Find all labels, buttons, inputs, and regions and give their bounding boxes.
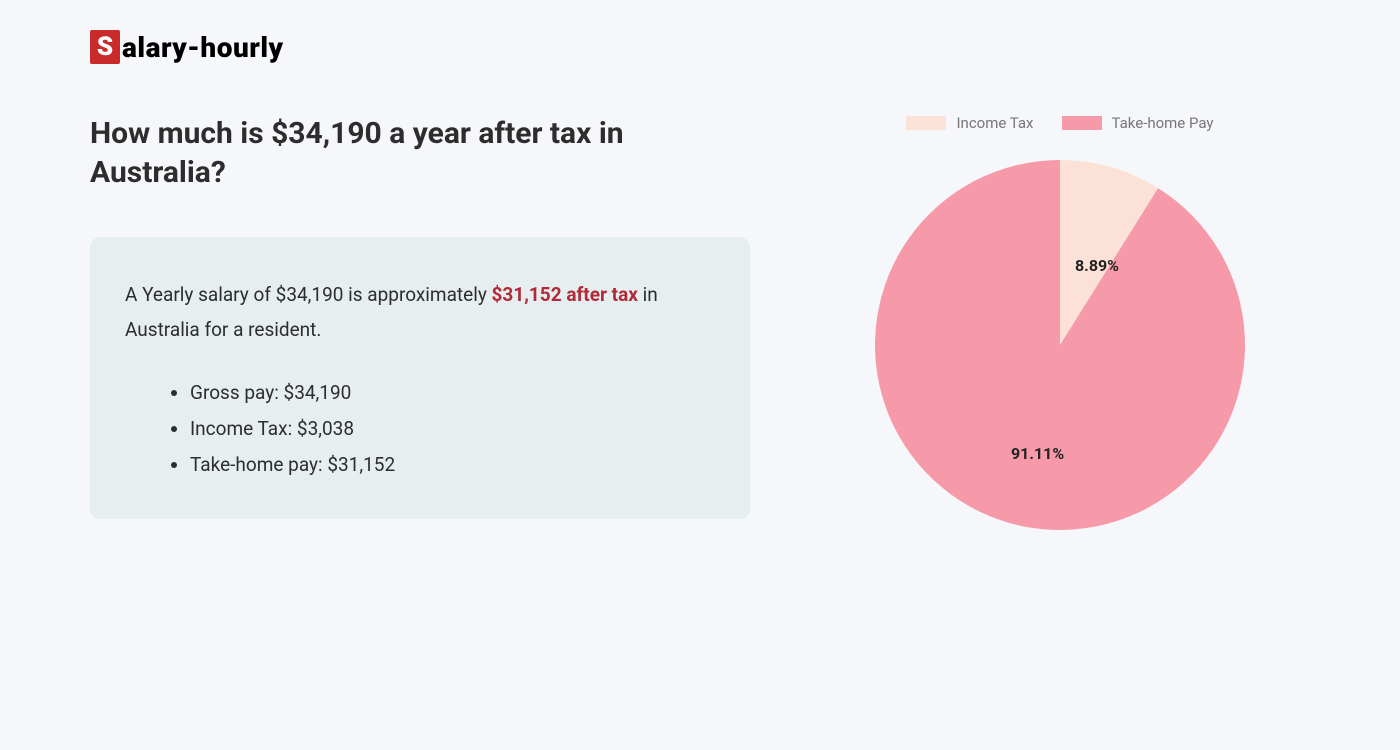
pie-slice-label: 91.11% xyxy=(1011,444,1064,463)
chart-legend: Income Tax Take-home Pay xyxy=(850,114,1270,132)
pie-chart: 8.89% 91.11% xyxy=(875,150,1245,540)
legend-item: Take-home Pay xyxy=(1062,114,1214,132)
summary-highlight: $31,152 after tax xyxy=(492,283,638,306)
list-item: Gross pay: $34,190 xyxy=(190,375,715,411)
logo-s-icon: S xyxy=(90,30,120,64)
legend-label: Take-home Pay xyxy=(1112,114,1214,132)
page-title: How much is $34,190 a year after tax in … xyxy=(90,114,750,192)
brand-logo: S alary-hourly xyxy=(90,30,1310,64)
summary-list: Gross pay: $34,190 Income Tax: $3,038 Ta… xyxy=(125,375,715,483)
list-item: Income Tax: $3,038 xyxy=(190,411,715,447)
right-column: Income Tax Take-home Pay 8.89% 91.11% xyxy=(850,114,1270,540)
left-column: How much is $34,190 a year after tax in … xyxy=(90,114,750,540)
pie-slice-label: 8.89% xyxy=(1075,256,1119,275)
summary-prefix: A Yearly salary of $34,190 is approximat… xyxy=(125,283,492,306)
main-content: How much is $34,190 a year after tax in … xyxy=(90,114,1310,540)
pie-svg xyxy=(875,150,1245,540)
legend-swatch-icon xyxy=(906,116,946,130)
legend-label: Income Tax xyxy=(956,114,1033,132)
legend-item: Income Tax xyxy=(906,114,1033,132)
logo-text: alary-hourly xyxy=(122,31,284,64)
legend-swatch-icon xyxy=(1062,116,1102,130)
list-item: Take-home pay: $31,152 xyxy=(190,447,715,483)
summary-sentence: A Yearly salary of $34,190 is approximat… xyxy=(125,277,715,347)
summary-box: A Yearly salary of $34,190 is approximat… xyxy=(90,237,750,519)
